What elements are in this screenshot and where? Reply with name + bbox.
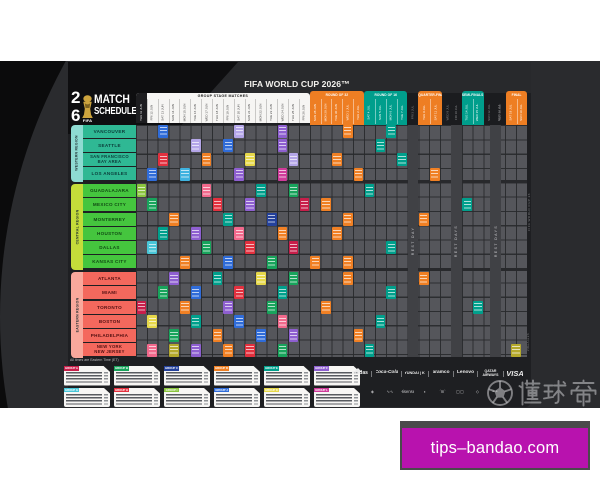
- svg-text:FIFA: FIFA: [83, 118, 92, 123]
